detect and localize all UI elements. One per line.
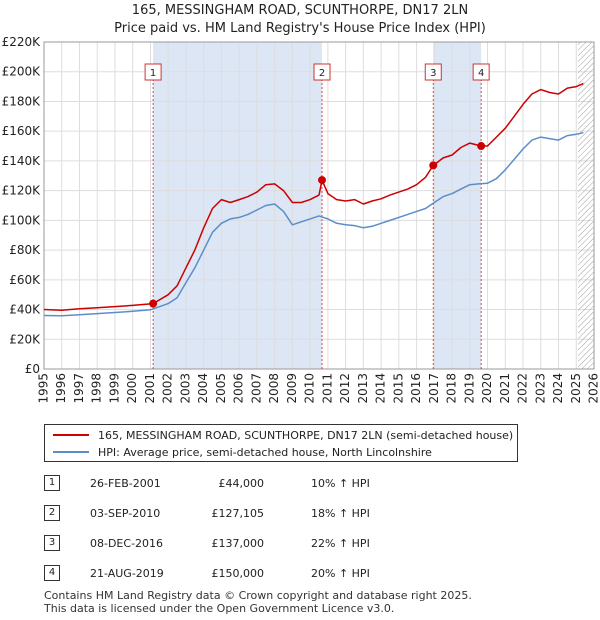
legend-label-hpi: HPI: Average price, semi-detached house,… [98, 445, 432, 459]
transaction-hpi-change: 22% ↑ HPI [311, 537, 370, 550]
transaction-number-badge: 1 [44, 475, 60, 491]
transaction-price: £44,000 [218, 477, 265, 490]
x-tick-label: 1998 [90, 373, 104, 404]
x-tick-label: 2001 [143, 373, 157, 404]
x-tick-label: 2021 [498, 373, 512, 404]
table-row: 1 26-FEB-2001 £44,000 10% ↑ HPI [44, 474, 484, 494]
x-tick-label: 2017 [427, 373, 441, 404]
x-tick-label: 1999 [107, 373, 121, 404]
legend-label-property: 165, MESSINGHAM ROAD, SCUNTHORPE, DN17 2… [98, 428, 514, 442]
sale-marker-label: 2 [319, 68, 325, 79]
x-tick-label: 2014 [374, 373, 388, 404]
chart-legend: 165, MESSINGHAM ROAD, SCUNTHORPE, DN17 2… [44, 424, 518, 462]
sale-marker-badge [313, 63, 331, 81]
y-tick-label: £140K [2, 154, 42, 168]
sale-point [429, 161, 438, 170]
sale-marker-badge [424, 63, 442, 81]
x-tick-label: 2012 [338, 373, 352, 404]
transaction-date: 08-DEC-2016 [90, 537, 164, 550]
x-tick-label: 2008 [267, 373, 281, 404]
x-tick-label: 2005 [214, 373, 228, 404]
x-tick-label: 2009 [285, 373, 299, 404]
x-tick-label: 1997 [72, 373, 86, 404]
x-tick-label: 2011 [320, 373, 334, 404]
transaction-number-badge: 4 [44, 565, 60, 581]
transaction-date: 21-AUG-2019 [90, 567, 164, 580]
chart-subtitle: Price paid vs. HM Land Registry's House … [114, 21, 486, 36]
transaction-price: £137,000 [211, 537, 265, 550]
table-row: 3 08-DEC-2016 £137,000 22% ↑ HPI [44, 534, 484, 554]
transaction-price: £150,000 [211, 567, 265, 580]
x-tick-label: 2019 [462, 373, 476, 404]
transaction-hpi-change: 20% ↑ HPI [311, 567, 370, 580]
legend-item-hpi: HPI: Average price, semi-detached house,… [53, 444, 432, 460]
hpi-line [43, 131, 584, 317]
y-tick-label: £40K [9, 303, 41, 317]
x-tick-label: 2018 [445, 373, 459, 404]
x-tick-label: 2000 [125, 373, 139, 404]
transaction-date: 03-SEP-2010 [90, 507, 161, 520]
y-tick-label: £60K [9, 273, 41, 287]
x-tick-label: 2025 [569, 373, 583, 404]
footer-line-copyright: Contains HM Land Registry data © Crown c… [44, 589, 472, 602]
y-tick-label: £120K [2, 184, 42, 198]
sale-marker-badge [144, 63, 162, 81]
y-tick-label: £0 [25, 362, 40, 376]
transaction-date: 26-FEB-2001 [90, 477, 161, 490]
transaction-hpi-change: 18% ↑ HPI [311, 507, 370, 520]
forecast-hatch [578, 42, 594, 369]
sale-marker-label: 1 [150, 68, 156, 79]
y-tick-label: £160K [2, 124, 42, 138]
x-tick-label: 2004 [196, 373, 210, 404]
transaction-price: £127,105 [211, 507, 265, 520]
x-tick-label: 1996 [54, 373, 68, 404]
x-tick-label: 2024 [551, 373, 565, 404]
price-chart: £0 £20K £40K £60K £80K £100K £120K £140K £160K £1… [2, 35, 600, 404]
x-tick-label: 2023 [533, 373, 547, 404]
y-tick-label: £220K [2, 35, 42, 49]
table-row: 4 21-AUG-2019 £150,000 20% ↑ HPI [44, 564, 484, 584]
ownership-shade [153, 42, 323, 369]
x-tick-label: 2016 [409, 373, 423, 404]
ownership-shade [433, 42, 482, 369]
y-tick-label: £100K [2, 213, 42, 227]
x-tick-label: 2010 [303, 373, 317, 404]
legend-swatch-hpi [53, 451, 89, 453]
footer-attribution: Contains HM Land Registry data © Crown c… [44, 589, 472, 615]
y-tick-label: £80K [9, 243, 41, 257]
plot-frame [43, 41, 595, 370]
x-tick-label: 2015 [391, 373, 405, 404]
chart-title: 165, MESSINGHAM ROAD, SCUNTHORPE, DN17 2… [131, 3, 469, 18]
transaction-number-badge: 2 [44, 505, 60, 521]
y-tick-label: £180K [2, 94, 42, 108]
sale-point [149, 299, 158, 308]
x-tick-label: 2022 [516, 373, 530, 404]
sale-marker-label: 4 [478, 68, 484, 79]
y-tick-label: £20K [9, 332, 41, 346]
sale-point [477, 142, 486, 151]
table-row: 2 03-SEP-2010 £127,105 18% ↑ HPI [44, 504, 484, 524]
transaction-number-badge: 3 [44, 535, 60, 551]
sale-marker-badge [472, 63, 490, 81]
sale-marker-label: 3 [430, 68, 436, 79]
sale-point [318, 176, 327, 185]
x-tick-label: 2020 [480, 373, 494, 404]
x-tick-label: 2002 [161, 373, 175, 404]
x-tick-label: 2026 [587, 373, 600, 404]
x-tick-label: 2006 [232, 373, 246, 404]
x-tick-label: 1995 [37, 373, 51, 404]
x-tick-label: 2007 [249, 373, 263, 404]
transaction-hpi-change: 10% ↑ HPI [311, 477, 370, 490]
property-price-line [43, 82, 584, 312]
y-tick-label: £200K [2, 65, 42, 79]
legend-swatch-property [53, 434, 89, 436]
x-tick-label: 2013 [356, 373, 370, 404]
legend-item-property: 165, MESSINGHAM ROAD, SCUNTHORPE, DN17 2… [53, 427, 513, 443]
footer-line-licence: This data is licensed under the Open Gov… [44, 602, 395, 615]
x-tick-label: 2003 [178, 373, 192, 404]
